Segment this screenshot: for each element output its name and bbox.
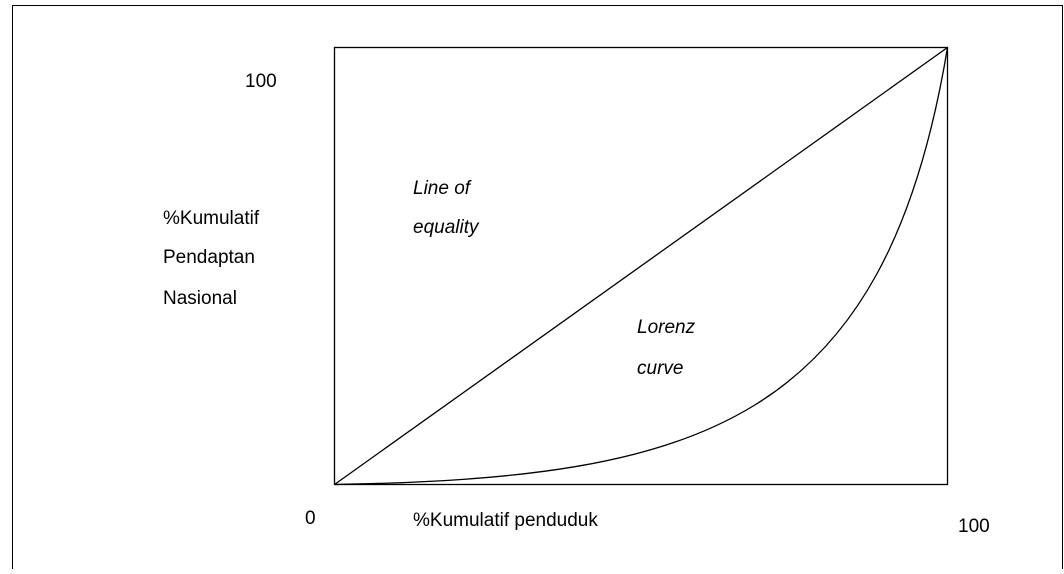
line-of-equality xyxy=(334,46,948,486)
y-axis-title: %Kumulatif xyxy=(163,208,260,229)
y-axis-title: Nasional xyxy=(163,288,237,309)
lorenz-label: curve xyxy=(637,358,683,379)
lorenz-label: Lorenz xyxy=(637,317,696,338)
origin-label: 0 xyxy=(305,508,316,529)
x-axis-title: %Kumulatif penduduk xyxy=(413,510,598,531)
equality-label: equality xyxy=(413,217,480,238)
plot-box xyxy=(333,46,949,486)
y-max-label: 100 xyxy=(245,71,277,92)
lorenz-curve xyxy=(334,47,949,486)
outer-frame xyxy=(12,5,1063,574)
x-max-label: 100 xyxy=(958,516,990,537)
equality-label: Line of xyxy=(413,178,472,199)
y-axis-title: Pendaptan xyxy=(163,247,255,268)
